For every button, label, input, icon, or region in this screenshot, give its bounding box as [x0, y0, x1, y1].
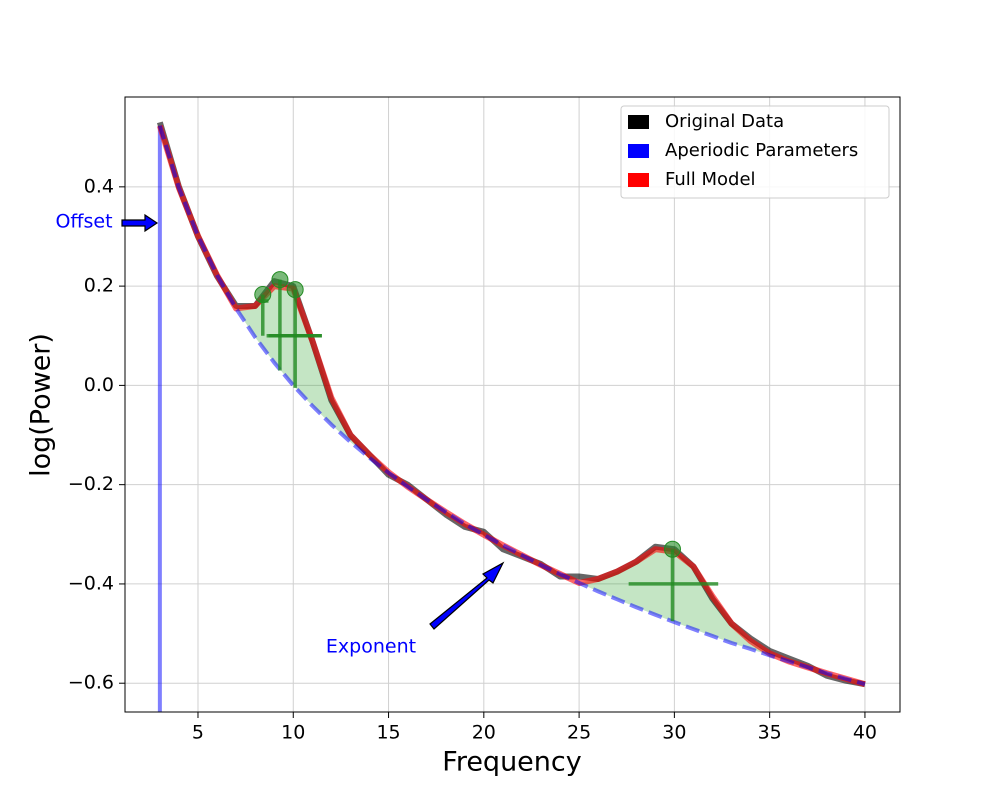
x-tick-label: 5	[192, 722, 204, 744]
legend-label: Aperiodic Parameters	[665, 140, 858, 161]
legend-label: Full Model	[665, 169, 756, 190]
annotation: Offset	[55, 211, 112, 233]
legend-frame	[620, 105, 890, 199]
legend: Original Data Aperiodic Parameters Full Mo…	[620, 105, 890, 199]
y-axis-label: log(Power)	[26, 333, 57, 477]
series-line	[157, 124, 866, 688]
x-tick-label: 25	[567, 722, 591, 744]
legend-swatch	[628, 173, 649, 187]
peak-shading	[159, 125, 865, 685]
peak-point	[286, 281, 304, 299]
x-tick-label: 15	[376, 722, 400, 744]
x-tick-label: 20	[472, 722, 496, 744]
plot-layer: 5 10 15 20 25 30 35 40 −0.6 −0.4 −0.2 0.0 0.2 0.4 Orig…	[68, 96, 901, 744]
series-line	[156, 121, 866, 688]
y-tick-label: −0.4	[68, 572, 114, 594]
y-tick-label: 0.2	[84, 275, 114, 297]
legend-label: Original Data	[665, 111, 784, 132]
peak-point	[663, 540, 681, 558]
y-tick-label: −0.6	[68, 672, 114, 694]
x-tick-label: 40	[853, 722, 877, 744]
peak-point	[254, 286, 272, 304]
y-tick-label: 0.0	[84, 374, 114, 396]
x-tick-label: 35	[758, 722, 782, 744]
series-line	[157, 125, 866, 687]
y-tick-label: −0.2	[68, 473, 114, 495]
annotation-arrow	[429, 561, 505, 630]
plot-frame	[124, 96, 901, 713]
legend-swatch	[628, 144, 649, 158]
x-tick-label: 10	[281, 722, 305, 744]
legend-swatch	[628, 115, 649, 129]
plot-area	[156, 121, 866, 712]
y-tick-label: 0.4	[84, 175, 114, 197]
x-axis-label: Frequency	[442, 747, 582, 778]
annotation: Exponent	[326, 636, 416, 658]
x-tick-label: 30	[662, 722, 686, 744]
peak-point	[271, 271, 289, 289]
annotation-arrow	[121, 213, 159, 233]
